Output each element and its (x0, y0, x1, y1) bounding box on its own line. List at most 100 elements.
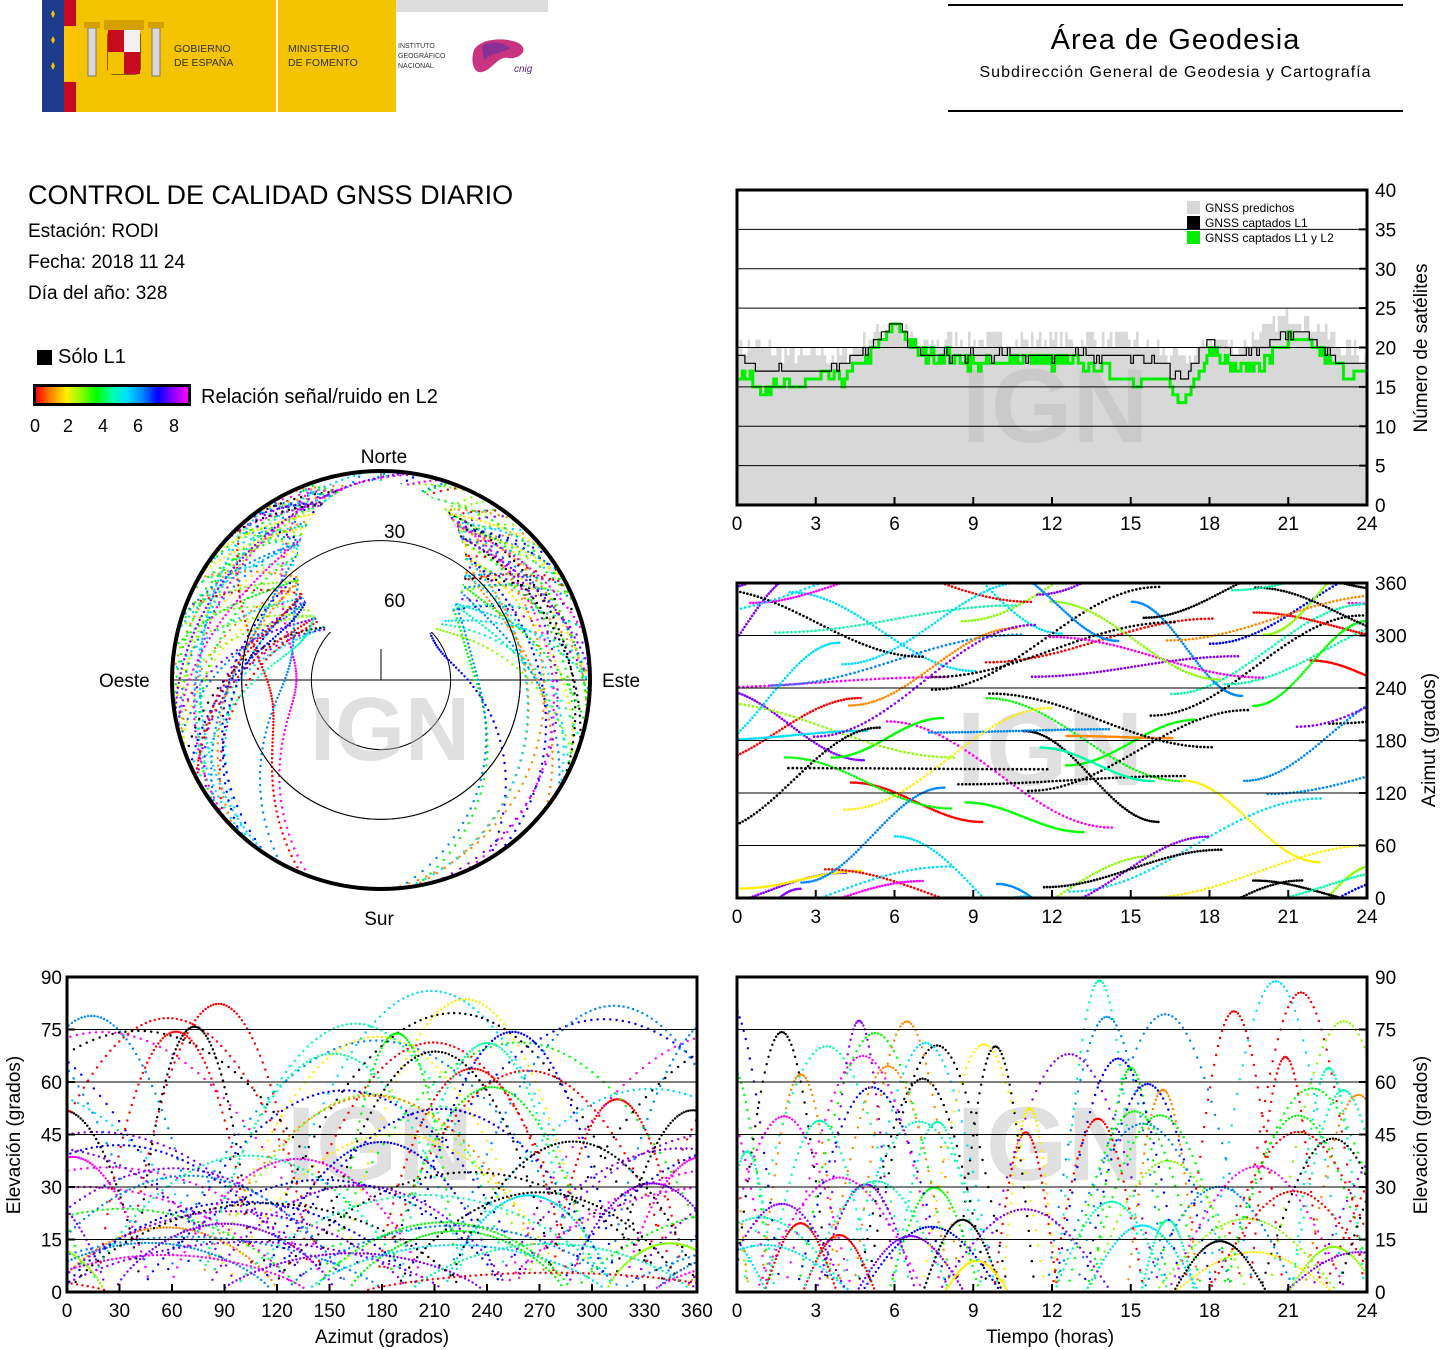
satellite-track (395, 1191, 684, 1292)
y-tick-label: 90 (1375, 968, 1396, 989)
satellite-track (758, 1073, 843, 1292)
satellite-track (347, 1229, 566, 1292)
satellite-track (67, 1155, 697, 1292)
satellite-track (737, 583, 952, 898)
satellite-track (1290, 1089, 1367, 1292)
y-tick-label: 120 (1375, 784, 1407, 805)
satellite-track (737, 590, 924, 658)
x-tick-label: 15 (1120, 514, 1141, 535)
satellite-track (737, 641, 841, 736)
satellite-track (988, 692, 1213, 749)
x-tick-label: 3 (810, 1301, 821, 1322)
x-tick-label: 6 (889, 1301, 900, 1322)
legend-swatch-predicted (1187, 201, 1200, 214)
satellite-track (67, 1004, 696, 1292)
x-tick-label: 9 (968, 1301, 979, 1322)
x-tick-label: 30 (109, 1301, 130, 1322)
y-tick-label: 0 (51, 1283, 62, 1304)
satellite-track (1328, 720, 1367, 725)
satellite-track (893, 583, 1063, 897)
header-bottom-rule (948, 110, 1403, 112)
satellite-track (165, 1039, 588, 1292)
ministerio-line2: DE FOMENTO (288, 57, 358, 69)
satellite-track (1262, 583, 1367, 898)
y-tick-label: 35 (1375, 220, 1396, 241)
satellite-track (1039, 746, 1155, 783)
x-axis-label: Tiempo (horas) (986, 1327, 1114, 1348)
y-tick-label: 15 (41, 1231, 62, 1252)
x-tick-label: 15 (1120, 907, 1141, 928)
satellite-track (788, 590, 977, 673)
satellite-track (843, 706, 1053, 811)
satellite-track (1322, 1183, 1367, 1292)
satellite-track (1084, 1114, 1236, 1292)
satellite-track (1049, 600, 1222, 681)
x-tick-label: 18 (1199, 514, 1220, 535)
satellite-track (783, 756, 953, 810)
header-top-rule (948, 4, 1403, 6)
snr-tick: 2 (63, 416, 74, 436)
satellite-track (315, 1050, 556, 1292)
chart-legend: GNSS predichos GNSS captados L1 GNSS cap… (1187, 201, 1334, 245)
area-subtitle: Subdirección General de Geodesia y Carto… (979, 64, 1372, 81)
satellite-track (927, 727, 1111, 734)
satellite-track (1336, 1200, 1367, 1292)
y-tick-label: 180 (1375, 732, 1407, 753)
satellite-track (1065, 1110, 1204, 1292)
satellite-track (1183, 1010, 1285, 1292)
satellite-track (737, 1115, 854, 1292)
satellite-track (1205, 980, 1346, 1292)
gobierno-line2: DE ESPAÑA (174, 56, 233, 69)
x-tick-label: 3 (810, 907, 821, 928)
x-tick-label: 9 (968, 514, 979, 535)
satellite-track (848, 626, 1018, 707)
satellite-track (1048, 635, 1265, 679)
y-axis-label: Azimut (grados) (1419, 673, 1440, 807)
satellite-track (964, 801, 1085, 834)
y-tick-label: 60 (1375, 837, 1396, 858)
satellite-track (1166, 1165, 1348, 1292)
horizon-circle (170, 469, 592, 891)
satellite-track (88, 1154, 409, 1292)
watermark: IGN (287, 1086, 474, 1203)
satellite-track (1309, 1165, 1367, 1292)
y-tick-label: 75 (41, 1021, 62, 1042)
y-tick-label: 15 (1375, 378, 1396, 399)
x-tick-label: 21 (1278, 907, 1299, 928)
satellite-track (822, 1019, 896, 1292)
satellite-track (737, 726, 881, 826)
satellite-track (68, 1200, 696, 1292)
satellite-track (1302, 1093, 1367, 1292)
satellite-track (737, 1030, 831, 1292)
x-tick-label: 0 (732, 907, 743, 928)
x-tick-label: 9 (968, 907, 979, 928)
y-tick-label: 45 (1375, 1126, 1396, 1147)
satellite-track (1027, 708, 1250, 793)
satellite-track (208, 1093, 537, 1292)
satellite-track (754, 1176, 925, 1292)
legend-swatch-l1l2 (1187, 231, 1200, 244)
satellite-track (1254, 586, 1367, 627)
satellite-track (737, 675, 949, 689)
y-tick-label: 300 (1375, 627, 1407, 648)
day-of-year-label: Día del año: 328 (28, 283, 168, 304)
satellite-track (1295, 705, 1367, 728)
y-tick-label: 60 (1375, 1073, 1396, 1094)
ring-label-60: 60 (384, 591, 405, 612)
x-tick-label: 210 (419, 1301, 451, 1322)
skyplot-chart: IGN Norte Sur Este Oeste 30 60 (99, 447, 640, 930)
x-tick-label: 24 (1356, 1301, 1378, 1322)
satellite-track (1087, 1159, 1249, 1292)
satellite-track (954, 1045, 1037, 1292)
satellite-track (1000, 1107, 1059, 1292)
legend-l1l2: GNSS captados L1 y L2 (1205, 231, 1334, 245)
satellite-track (336, 1032, 458, 1292)
satellite-track (126, 1002, 311, 1292)
y-tick-label: 0 (1375, 496, 1386, 517)
satellite-track (976, 1052, 1162, 1292)
satellite-track (1172, 1240, 1268, 1292)
satellite-track (1081, 1082, 1214, 1292)
cnig-text: cnig (514, 64, 533, 75)
snr-label: Relación señal/ruido en L2 (201, 386, 438, 408)
